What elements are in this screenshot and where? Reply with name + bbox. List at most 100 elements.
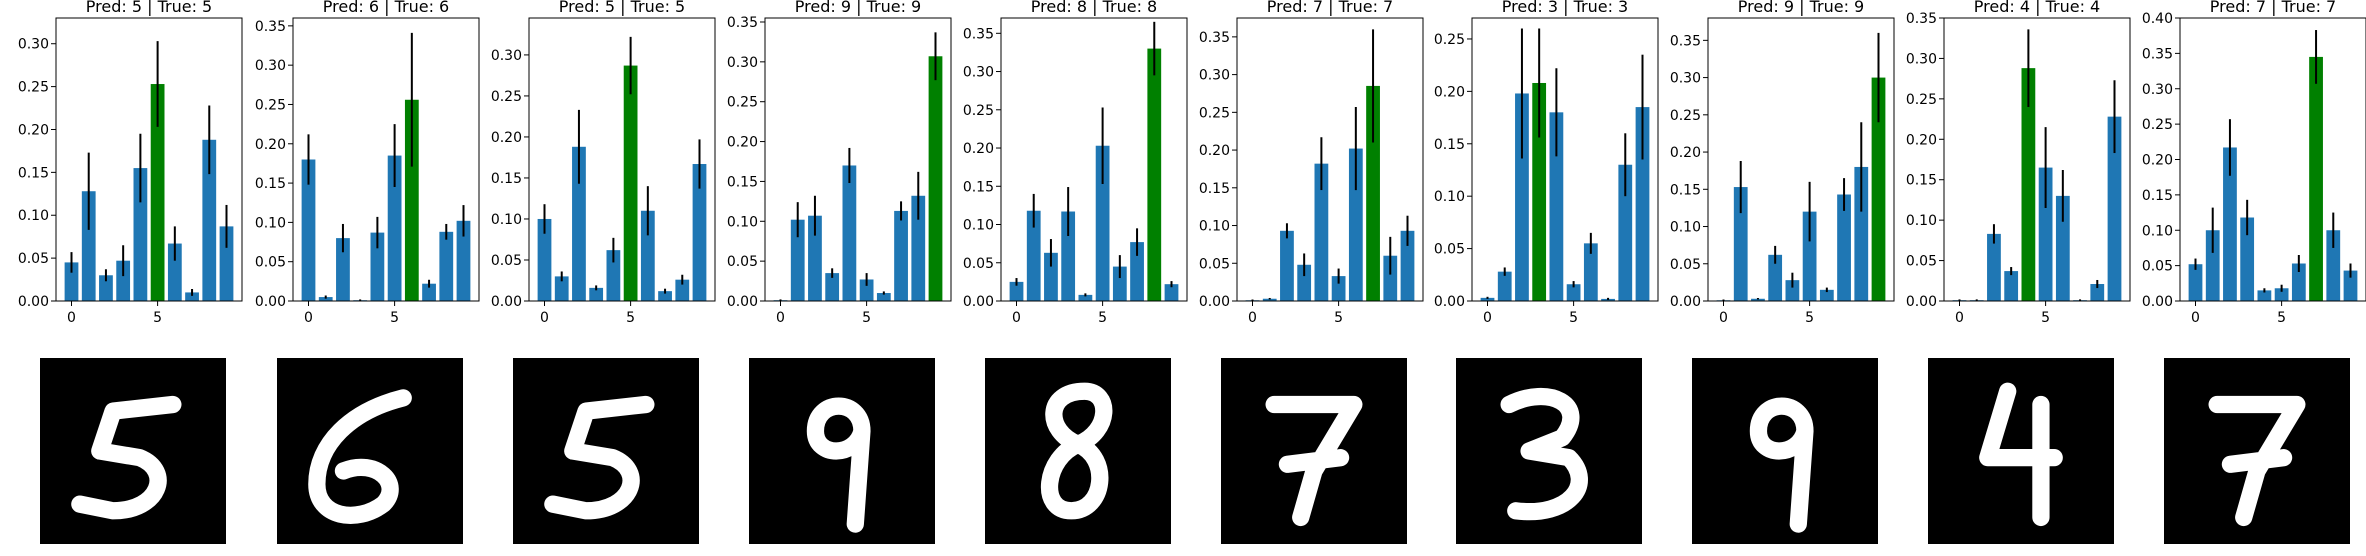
bar bbox=[2291, 263, 2306, 301]
bar-highlight bbox=[1147, 48, 1162, 302]
y-tick-label: 0.15 bbox=[1199, 181, 1230, 197]
y-tick-label: 0.20 bbox=[491, 130, 522, 146]
bar bbox=[640, 210, 655, 301]
y-tick-label: 0.10 bbox=[2142, 223, 2173, 239]
y-tick-label: 0.25 bbox=[2142, 117, 2173, 133]
panel-title: Pred: 4 | True: 4 bbox=[1974, 0, 2100, 16]
bar bbox=[2274, 288, 2289, 301]
panel-1: Pred: 5 | True: 5 0.00 0.05 0.10 0.15 0.20 0.2… bbox=[18, 0, 243, 544]
bar bbox=[1026, 210, 1041, 301]
digit-stroke bbox=[1749, 397, 1814, 533]
bar bbox=[99, 275, 113, 301]
bar bbox=[2257, 290, 2272, 301]
x-tick-label: 0 bbox=[1955, 310, 1964, 326]
bar bbox=[1331, 276, 1346, 301]
bar bbox=[439, 231, 454, 301]
y-tick-label: 0.30 bbox=[727, 55, 758, 71]
bar bbox=[1061, 211, 1076, 301]
bar bbox=[336, 238, 350, 301]
bar bbox=[1297, 264, 1312, 301]
bar bbox=[825, 273, 840, 301]
x-tick-label: 5 bbox=[1805, 310, 1814, 326]
bar-highlight bbox=[1532, 82, 1547, 301]
digit-stroke bbox=[1979, 382, 2063, 527]
axes-frame bbox=[1943, 17, 2131, 302]
bar bbox=[554, 276, 569, 301]
bar bbox=[1618, 164, 1633, 301]
bar bbox=[1583, 243, 1598, 301]
bar bbox=[1635, 107, 1650, 301]
y-tick-label: 0.20 bbox=[1434, 84, 1465, 100]
y-tick-label: 0.10 bbox=[963, 218, 994, 234]
y-tick-label: 0.00 bbox=[491, 294, 522, 310]
bar bbox=[790, 219, 805, 301]
bar bbox=[2055, 195, 2070, 301]
digit-stroke bbox=[1500, 387, 1588, 521]
digit-stroke bbox=[544, 395, 655, 520]
bar bbox=[911, 195, 926, 301]
y-tick-label: 0.10 bbox=[18, 208, 49, 224]
y-tick-label: 0.30 bbox=[255, 58, 286, 74]
bar bbox=[2107, 116, 2122, 301]
bar bbox=[370, 232, 385, 301]
bar bbox=[1164, 284, 1179, 301]
y-tick-label: 0.25 bbox=[18, 80, 49, 96]
bar bbox=[2205, 230, 2220, 301]
bar bbox=[1497, 271, 1512, 301]
bar-highlight bbox=[2021, 68, 2036, 301]
y-tick-label: 0.35 bbox=[255, 19, 286, 35]
bar bbox=[1078, 294, 1093, 301]
x-tick-label: 5 bbox=[1098, 310, 1107, 326]
y-tick-label: 0.15 bbox=[1434, 137, 1465, 153]
y-tick-label: 0.00 bbox=[727, 294, 758, 310]
bar bbox=[185, 292, 199, 301]
y-tick-label: 0.10 bbox=[1670, 220, 1701, 236]
bar bbox=[658, 291, 672, 301]
bar bbox=[1785, 280, 1800, 301]
y-tick-label: 0.05 bbox=[2142, 259, 2173, 275]
bar bbox=[894, 210, 908, 301]
bar bbox=[1854, 166, 1869, 301]
panel-title: Pred: 8 | True: 8 bbox=[1031, 0, 1157, 16]
panel-10: Pred: 7 | True: 7 0.00 0.05 0.10 0.15 0.20 0.2… bbox=[2142, 0, 2366, 544]
axes-frame bbox=[292, 17, 480, 302]
y-tick-label: 0.25 bbox=[1670, 108, 1701, 124]
bar bbox=[2090, 284, 2105, 301]
x-tick-label: 5 bbox=[626, 310, 635, 326]
bar bbox=[116, 260, 131, 301]
bar-highlight bbox=[150, 84, 165, 302]
x-tick-label: 5 bbox=[153, 310, 162, 326]
bar bbox=[301, 159, 316, 301]
panel-4: Pred: 9 | True: 9 0.00 0.05 0.10 0.15 0.20 0.2… bbox=[727, 0, 952, 544]
y-tick-label: 0.30 bbox=[1906, 51, 1937, 67]
axes-frame bbox=[1000, 17, 1188, 302]
digit-image bbox=[2164, 358, 2350, 544]
bar bbox=[692, 164, 707, 301]
y-tick-label: 0.00 bbox=[2142, 294, 2173, 310]
y-tick-label: 0.15 bbox=[491, 171, 522, 187]
panel-9: Pred: 4 | True: 4 0.00 0.05 0.10 0.15 0.20 0.2… bbox=[1906, 0, 2131, 544]
x-tick-label: 5 bbox=[862, 310, 871, 326]
bar bbox=[675, 279, 690, 301]
bar bbox=[2223, 147, 2237, 301]
digit-stroke bbox=[308, 389, 412, 524]
y-tick-label: 0.20 bbox=[1670, 145, 1701, 161]
bar bbox=[537, 218, 552, 301]
y-tick-label: 0.10 bbox=[1199, 219, 1230, 235]
y-tick-label: 0.05 bbox=[491, 253, 522, 269]
panel-8: Pred: 9 | True: 9 0.00 0.05 0.10 0.15 0.20 0.2… bbox=[1670, 0, 1895, 544]
y-tick-label: 0.05 bbox=[727, 254, 758, 270]
bar-highlight bbox=[928, 56, 943, 302]
axes-frame bbox=[1236, 17, 1424, 302]
y-tick-label: 0.35 bbox=[1906, 11, 1937, 27]
y-tick-label: 0.30 bbox=[491, 48, 522, 64]
y-tick-label: 0.05 bbox=[963, 256, 994, 272]
y-tick-label: 0.30 bbox=[1199, 68, 1230, 84]
bar bbox=[219, 226, 234, 301]
bar bbox=[1262, 298, 1277, 301]
y-tick-label: 0.30 bbox=[2142, 82, 2173, 98]
axes-frame bbox=[1471, 17, 1659, 302]
panel-title: Pred: 5 | True: 5 bbox=[559, 0, 685, 16]
y-tick-label: 0.00 bbox=[1670, 294, 1701, 310]
